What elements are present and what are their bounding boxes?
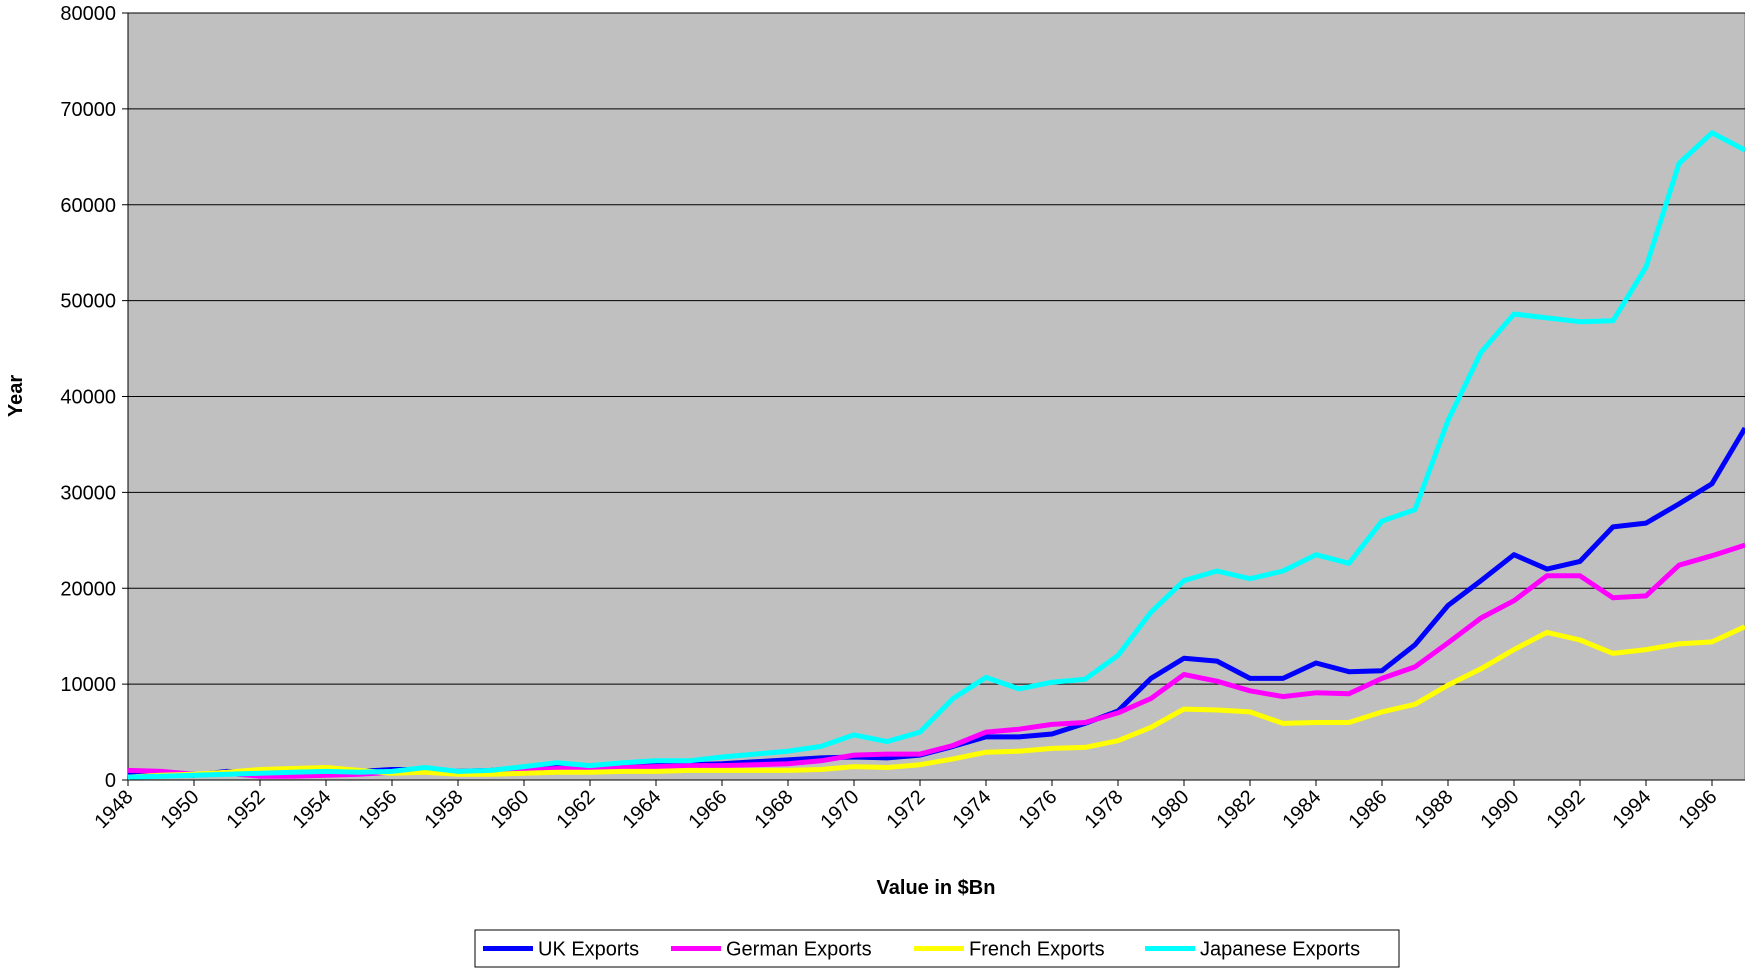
y-tick-label: 40000: [60, 387, 116, 409]
x-tick-label: 1978: [1081, 786, 1128, 833]
y-tick-label: 60000: [60, 195, 116, 217]
legend-label: UK Exports: [538, 939, 639, 961]
line-series: [127, 130, 1745, 780]
y-tick-label: 10000: [60, 674, 116, 696]
x-tick-label: 1994: [1609, 786, 1656, 833]
legend-label: Japanese Exports: [1200, 939, 1360, 961]
x-tick-label: 1984: [1279, 786, 1326, 833]
x-tick-label: 1960: [487, 786, 534, 833]
legend-label: French Exports: [969, 939, 1105, 961]
y-tick-label: 0: [105, 770, 116, 792]
x-tick-label: 1990: [1477, 786, 1524, 833]
y-tick-label: 20000: [60, 578, 116, 600]
x-tick-label: 1992: [1543, 786, 1590, 833]
y-axis-title: Year: [5, 375, 27, 417]
x-tick-label: 1986: [1345, 786, 1392, 833]
x-tick-label: 1980: [1147, 786, 1194, 833]
x-tick-label: 1964: [619, 786, 666, 833]
y-tick-label: 80000: [60, 3, 116, 25]
x-tick-label: 1958: [421, 786, 468, 833]
x-tick-label: 1974: [949, 786, 996, 833]
x-tick-label: 1972: [883, 786, 930, 833]
x-tick-label: 1956: [355, 786, 402, 833]
x-tick-label: 1966: [685, 786, 732, 833]
x-axis-title: Value in $Bn: [877, 877, 996, 899]
y-tick-label: 30000: [60, 482, 116, 504]
x-tick-label: 1996: [1675, 786, 1722, 833]
x-tick-label: 1968: [751, 786, 798, 833]
x-tick-label: 1952: [223, 786, 270, 833]
x-tick-label: 1970: [817, 786, 864, 833]
x-tick-label: 1950: [157, 786, 204, 833]
y-tick-label: 50000: [60, 291, 116, 313]
x-tick-label: 1976: [1015, 786, 1062, 833]
legend-label: German Exports: [726, 939, 872, 961]
y-tick-label: 70000: [60, 99, 116, 121]
x-tick-label: 1988: [1411, 786, 1458, 833]
x-tick-label: 1954: [289, 786, 336, 833]
x-tick-label: 1948: [91, 786, 138, 833]
x-tick-label: 1982: [1213, 786, 1260, 833]
x-tick-label: 1962: [553, 786, 600, 833]
